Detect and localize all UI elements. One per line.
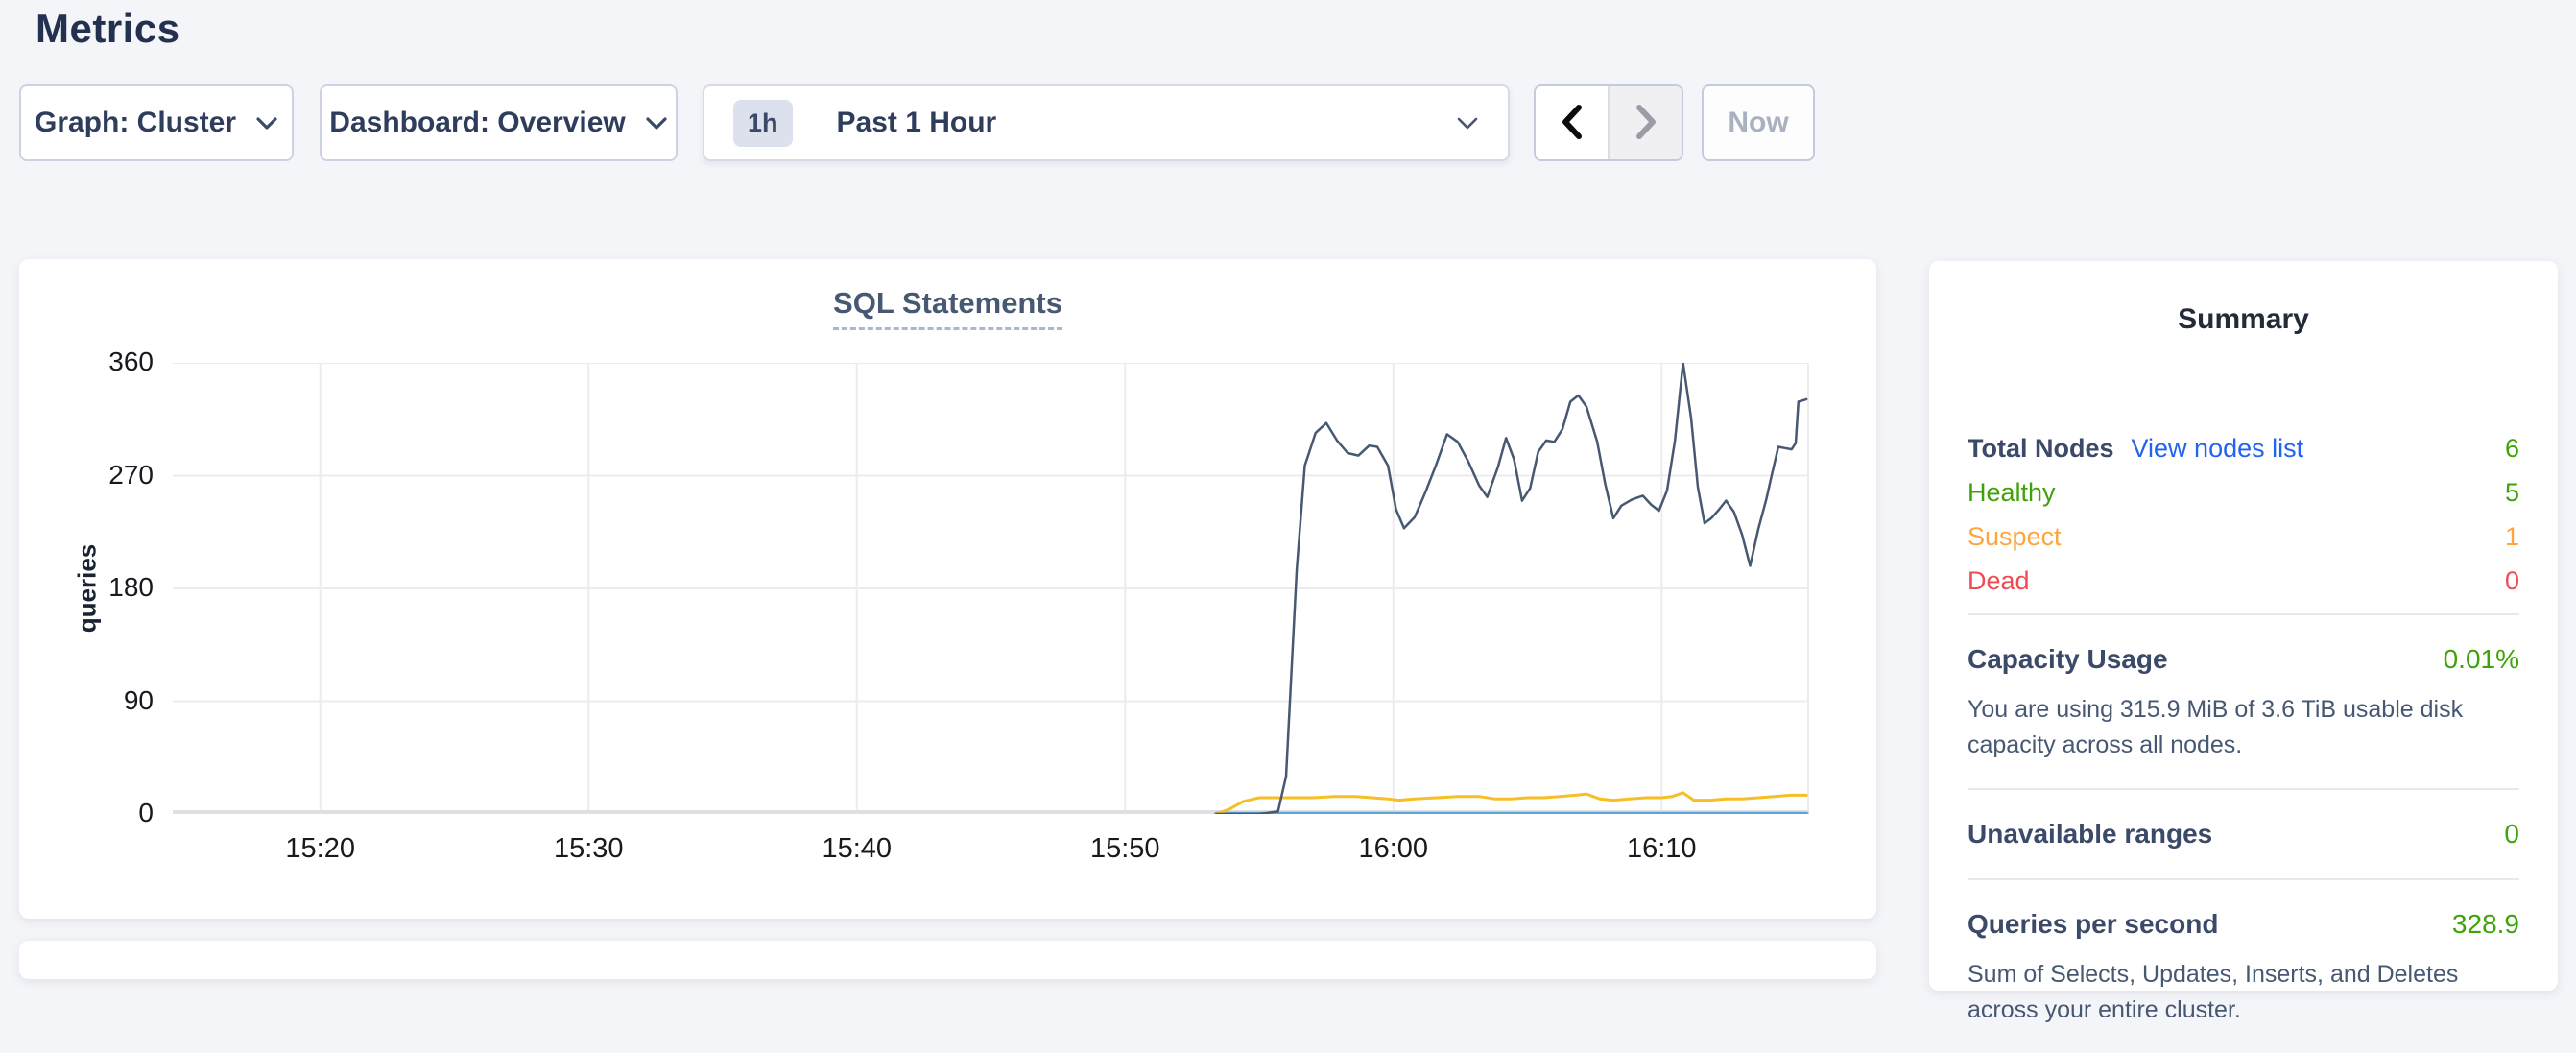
summary-row: Suspect 1: [1968, 515, 2519, 559]
summary-section-label: Queries per second: [1968, 909, 2219, 939]
summary-section-header: Unavailable ranges 0: [1968, 815, 2519, 853]
summary-sections: Capacity Usage 0.01% You are using 315.9 M…: [1968, 613, 2519, 1053]
sql-statements-chart[interactable]: [173, 363, 1809, 814]
summary-node-rows: Total Nodes View nodes list 6 Healthy 5 Suspe…: [1968, 426, 2519, 613]
summary-section-label: Capacity Usage: [1968, 644, 2168, 674]
x-axis-tick-label: 15:50: [1089, 833, 1160, 864]
summary-row-label: Total Nodes: [1968, 433, 2114, 463]
summary-section-value: 328.9: [2451, 909, 2519, 939]
page-title: Metrics: [36, 6, 180, 51]
y-axis-tick-label: 270: [108, 459, 154, 490]
chart-title-row: SQL Statements: [19, 286, 1876, 330]
y-axis-tick-label: 90: [123, 684, 154, 715]
summary-row-value: 5: [2504, 477, 2519, 507]
summary-row: Total Nodes View nodes list 6: [1968, 426, 2519, 470]
summary-row-label: Dead: [1968, 565, 2030, 595]
x-axis-tick-label: 16:10: [1626, 833, 1697, 864]
x-axis-tick-label: 15:40: [822, 833, 893, 864]
now-button[interactable]: Now: [1702, 84, 1815, 161]
sql-statements-chart-card: SQL Statements queries 0 90 180 270 360 15:2…: [19, 259, 1876, 919]
next-chart-card: [19, 941, 1876, 979]
chevron-left-icon: [1556, 102, 1588, 145]
summary-section-header: Queries per second 328.9: [1968, 905, 2519, 944]
chevron-down-icon: [645, 107, 668, 139]
summary-section: Queries per second 328.9 Sum of Selects, U…: [1968, 878, 2519, 1053]
summary-row-value: 1: [2504, 521, 2519, 551]
time-range-label: Past 1 Hour: [836, 107, 997, 138]
summary-section-description: Sum of Selects, Updates, Inserts, and De…: [1968, 961, 2459, 1023]
view-nodes-list-link[interactable]: View nodes list: [2131, 433, 2304, 463]
summary-section-value: 0.01%: [2443, 644, 2519, 674]
summary-section-header: Capacity Usage 0.01%: [1968, 640, 2519, 679]
summary-row-value: 6: [2504, 433, 2519, 463]
y-axis-tick-label: 180: [108, 572, 154, 602]
summary-section: Unavailable ranges 0: [1968, 788, 2519, 878]
summary-section: Capacity Usage 0.01% You are using 315.9 M…: [1968, 613, 2519, 788]
y-axis-tick-label: 360: [108, 347, 154, 376]
dashboard-dropdown-label: Dashboard: Overview: [329, 107, 626, 138]
summary-panel: Summary Total Nodes View nodes list 6 Healt…: [1929, 261, 2558, 1023]
summary-section-label: Unavailable ranges: [1968, 819, 2213, 849]
time-range-badge: 1h: [733, 99, 793, 147]
x-axis-tick-label: 16:00: [1358, 833, 1429, 864]
x-axis-tick-label: 15:20: [285, 833, 355, 864]
summary-row: Healthy 5: [1968, 470, 2519, 515]
chevron-down-icon: [255, 107, 278, 139]
summary-title: Summary: [2178, 303, 2309, 335]
y-axis-tick-label: 0: [138, 798, 154, 827]
dashboard-dropdown[interactable]: Dashboard: Overview: [320, 84, 678, 161]
summary-row: Dead 0: [1968, 559, 2519, 603]
x-axis-tick-label: 15:30: [553, 833, 624, 864]
time-window-pager: [1534, 84, 1683, 161]
summary-row-label: Suspect: [1968, 521, 2062, 551]
chart-title[interactable]: SQL Statements: [833, 286, 1062, 330]
chevron-down-icon: [1456, 107, 1479, 139]
prev-time-button[interactable]: [1536, 86, 1608, 159]
graph-dropdown[interactable]: Graph: Cluster: [19, 84, 294, 161]
summary-row-label: Healthy: [1968, 477, 2056, 507]
graph-dropdown-label: Graph: Cluster: [34, 107, 237, 138]
summary-section-description: You are using 315.9 MiB of 3.6 TiB usabl…: [1968, 696, 2464, 758]
chevron-right-icon: [1630, 102, 1662, 145]
summary-row-value: 0: [2504, 565, 2519, 595]
summary-section-value: 0: [2504, 819, 2519, 849]
next-time-button[interactable]: [1608, 86, 1682, 159]
time-range-dropdown[interactable]: 1h Past 1 Hour: [703, 84, 1510, 161]
